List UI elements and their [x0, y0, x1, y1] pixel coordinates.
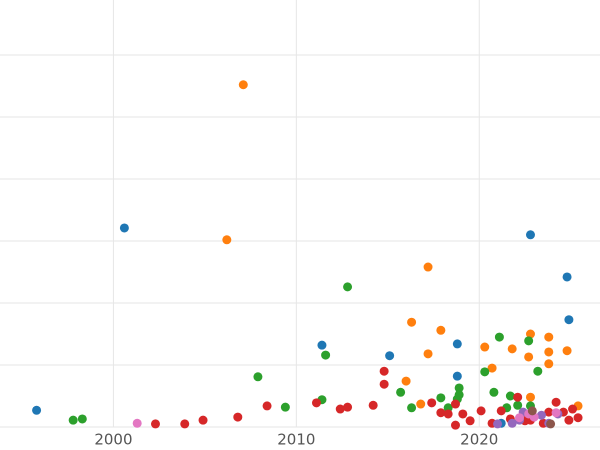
point	[407, 317, 417, 327]
point	[396, 387, 406, 397]
point	[515, 413, 525, 423]
point	[180, 419, 190, 429]
point	[132, 418, 142, 428]
point	[493, 419, 503, 429]
point	[423, 349, 433, 359]
point	[536, 410, 546, 420]
point	[533, 366, 543, 376]
point	[513, 392, 523, 402]
point	[546, 419, 556, 429]
point	[489, 387, 499, 397]
point	[427, 398, 437, 408]
point	[32, 405, 42, 415]
point	[562, 272, 572, 282]
point	[524, 352, 534, 362]
point	[68, 415, 78, 425]
point	[233, 412, 243, 422]
point	[525, 230, 535, 240]
point	[436, 408, 446, 418]
point	[443, 403, 453, 413]
point	[343, 402, 353, 412]
point	[450, 420, 460, 430]
point	[465, 416, 475, 426]
point	[496, 406, 506, 416]
point	[544, 347, 554, 357]
point	[564, 415, 574, 425]
point	[564, 315, 574, 325]
point	[368, 400, 378, 410]
point	[416, 399, 426, 409]
point	[525, 392, 535, 402]
point	[253, 372, 263, 382]
point	[568, 404, 578, 414]
point	[513, 400, 523, 410]
point	[262, 401, 272, 411]
point	[480, 342, 490, 352]
point	[321, 350, 331, 360]
point	[343, 282, 353, 292]
x-tick-label: 2000	[94, 431, 132, 449]
point	[507, 344, 517, 354]
point	[573, 413, 583, 423]
point	[385, 351, 395, 361]
point	[452, 339, 462, 349]
point	[551, 408, 561, 418]
point	[317, 340, 327, 350]
point	[525, 329, 535, 339]
point	[311, 398, 321, 408]
point	[454, 390, 464, 400]
point	[494, 332, 504, 342]
point	[544, 407, 554, 417]
point	[551, 397, 561, 407]
point	[450, 399, 460, 409]
point	[505, 391, 515, 401]
x-tick-label: 2010	[277, 431, 315, 449]
point	[77, 414, 87, 424]
point	[401, 376, 411, 386]
point	[527, 406, 537, 416]
point	[436, 393, 446, 403]
point	[507, 418, 517, 428]
point	[198, 415, 208, 425]
point	[454, 383, 464, 393]
point	[544, 359, 554, 369]
point	[524, 336, 534, 346]
point	[544, 332, 554, 342]
point	[476, 406, 486, 416]
point	[487, 363, 497, 373]
point	[480, 367, 490, 377]
point	[280, 402, 290, 412]
x-tick-label: 2020	[460, 431, 498, 449]
point	[458, 409, 468, 419]
point	[335, 404, 345, 414]
point	[436, 325, 446, 335]
point	[443, 409, 453, 419]
point	[379, 366, 389, 376]
point	[379, 379, 389, 389]
point	[562, 346, 572, 356]
point	[222, 235, 232, 245]
point	[238, 80, 248, 90]
point	[452, 371, 462, 381]
point	[423, 262, 433, 272]
point	[150, 419, 160, 429]
point	[119, 223, 129, 233]
point	[407, 403, 417, 413]
